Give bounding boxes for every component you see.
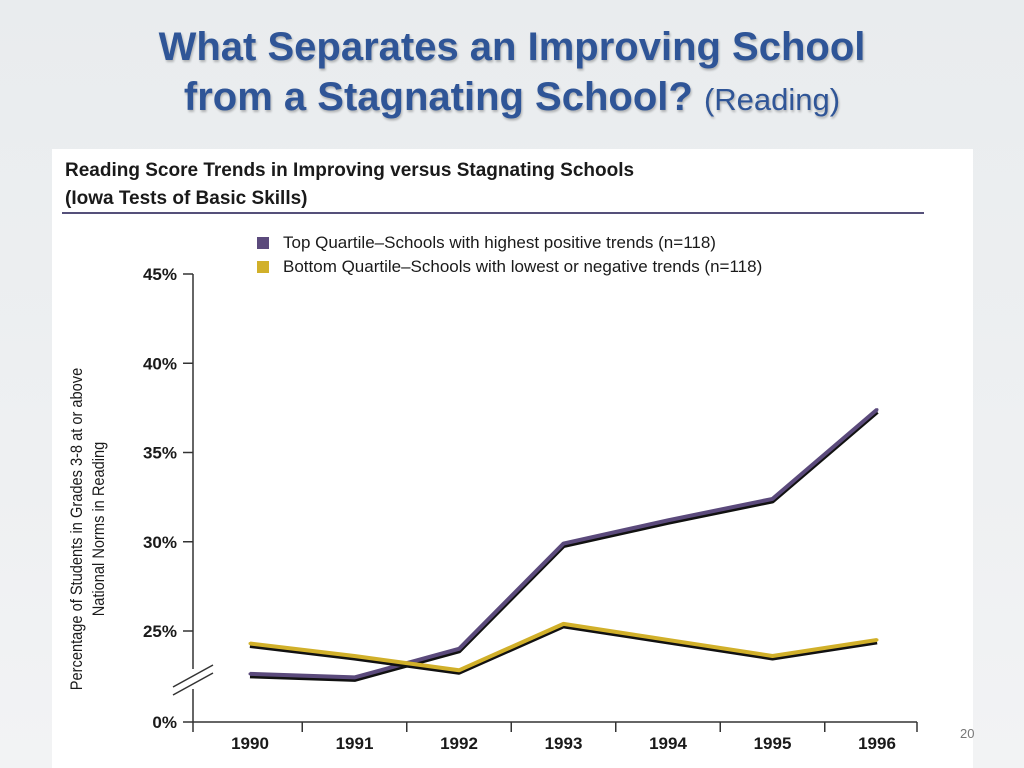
data-point-bottom-quartile — [248, 641, 252, 645]
y-axis: 0% 25% 30% 35% 40% 45% — [143, 265, 214, 732]
data-point-bottom-quartile — [562, 622, 565, 626]
y-axis-label-line1: Percentage of Students in Grades 3-8 at … — [68, 368, 86, 691]
y-tick-label: 0% — [152, 713, 177, 732]
legend-label-top-quartile: Top Quartile–Schools with highest positi… — [283, 233, 716, 252]
y-axis-label-line2: National Norms in Reading — [90, 442, 108, 617]
y-tick-label: 40% — [143, 354, 177, 373]
slide-title-line1: What Separates an Improving School — [158, 25, 866, 69]
x-tick-label: 1993 — [545, 734, 583, 753]
data-point-top-quartile — [248, 672, 252, 676]
data-point-top-quartile — [666, 518, 670, 522]
chart-title: Reading Score Trends in Improving versus… — [65, 160, 635, 181]
x-tick-label: 1994 — [649, 734, 687, 753]
x-tick-label: 1990 — [231, 734, 269, 753]
line-chart: 0%25%30%35%40%45% 1990 1991 1992 1993 1994 19… — [68, 265, 918, 753]
data-point-top-quartile — [771, 497, 774, 501]
series-lines — [248, 408, 879, 682]
chart-title-block: Reading Score Trends in Improving versus… — [65, 157, 634, 213]
legend-swatch-top-quartile — [257, 237, 269, 249]
data-point-bottom-quartile — [457, 668, 461, 672]
y-tick-label: 35% — [143, 444, 177, 463]
x-tick-label: 1991 — [336, 734, 374, 753]
data-point-top-quartile — [353, 675, 356, 679]
data-point-bottom-quartile — [353, 654, 356, 658]
x-tick-label: 1996 — [858, 734, 896, 753]
x-axis: 1990 1991 1992 1993 1994 1995 1996 — [192, 721, 918, 753]
chart-subtitle: (Iowa Tests of Basic Skills) — [65, 188, 308, 209]
chart-panel: Reading Score Trends in Improving versus… — [52, 149, 973, 768]
axis-break-mark-2 — [172, 672, 214, 696]
data-point-bottom-quartile — [771, 654, 774, 658]
x-tick-label: 1992 — [440, 734, 478, 753]
legend-swatch-bottom-quartile — [257, 261, 269, 273]
slide-title-line2: from a Stagnating School? (Reading) — [0, 72, 1024, 125]
legend-item-top-quartile: Top Quartile–Schools with highest positi… — [257, 231, 762, 255]
legend-item-bottom-quartile: Bottom Quartile–Schools with lowest or n… — [257, 255, 762, 279]
y-tick-label: 45% — [143, 265, 177, 284]
slide-title-sub: (Reading) — [703, 82, 841, 117]
slide-title: What Separates an Improving School from … — [0, 22, 1024, 125]
y-tick-label: 25% — [143, 622, 177, 641]
series-shadow-bottom-quartile — [249, 623, 878, 675]
data-point-bottom-quartile — [875, 638, 879, 642]
x-tick-label: 1995 — [754, 734, 792, 753]
title-divider — [62, 212, 924, 214]
legend-label-bottom-quartile: Bottom Quartile–Schools with lowest or n… — [283, 257, 763, 276]
series-line-bottom-quartile — [249, 621, 878, 673]
data-point-bottom-quartile — [666, 638, 670, 642]
data-point-top-quartile — [562, 542, 565, 546]
chart-legend: Top Quartile–Schools with highest positi… — [257, 231, 762, 279]
y-tick-label: 30% — [143, 533, 177, 552]
data-point-top-quartile — [457, 647, 461, 651]
y-axis-label: Percentage of Students in Grades 3-8 at … — [68, 368, 108, 691]
data-point-top-quartile — [875, 408, 879, 412]
axis-break-mark-1 — [172, 664, 214, 688]
slide-title-main: from a Stagnating School? — [183, 75, 693, 119]
page-number: 20 — [960, 726, 975, 741]
